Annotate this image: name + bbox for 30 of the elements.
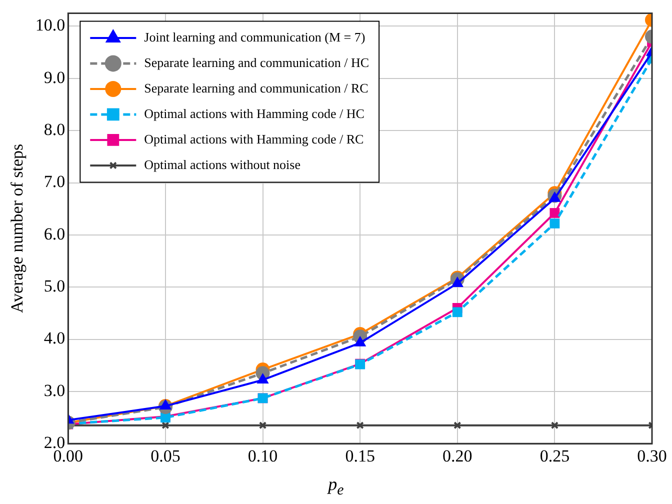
point: [356, 422, 364, 430]
y-tick-label: 4.0: [44, 328, 66, 348]
y-tick-label: 8.0: [44, 120, 66, 140]
legend-label: Optimal actions with Hamming code / HC: [144, 106, 364, 121]
point: [454, 422, 462, 430]
point: [550, 218, 560, 228]
point: [452, 307, 462, 318]
x-tick-label: 0.25: [540, 446, 570, 466]
y-tick-label: 10.0: [35, 16, 66, 35]
y-tick-label: 5.0: [44, 276, 66, 296]
y-tick-label: 9.0: [44, 68, 66, 87]
y-tick-label: 7.0: [44, 172, 66, 192]
point: [550, 422, 559, 430]
point: [258, 422, 267, 430]
x-tick-label: 0.20: [442, 446, 472, 466]
y-tick-label: 6.0: [44, 224, 66, 244]
y-axis-title: Average number of steps: [8, 144, 27, 313]
x-axis-title: p$_{e}$: [326, 474, 345, 500]
x-tick-label: 0.15: [345, 446, 375, 466]
legend-label: Joint learning and communication (M = 7): [144, 29, 366, 44]
point: [162, 422, 170, 430]
legend-label: Optimal actions with Hamming code / RC: [144, 131, 364, 146]
point: [550, 208, 560, 218]
x-tick-label: 0.05: [150, 446, 180, 466]
x-tick-label: 0.10: [248, 446, 278, 466]
legend-label: Separate learning and communication / HC: [144, 54, 370, 70]
legend-label: Optimal actions without noise: [144, 156, 301, 172]
x-tick-label: 0.30: [637, 446, 667, 466]
y-tick-label: 3.0: [44, 380, 66, 400]
legend-label: Separate learning and communication / RC: [144, 80, 368, 96]
